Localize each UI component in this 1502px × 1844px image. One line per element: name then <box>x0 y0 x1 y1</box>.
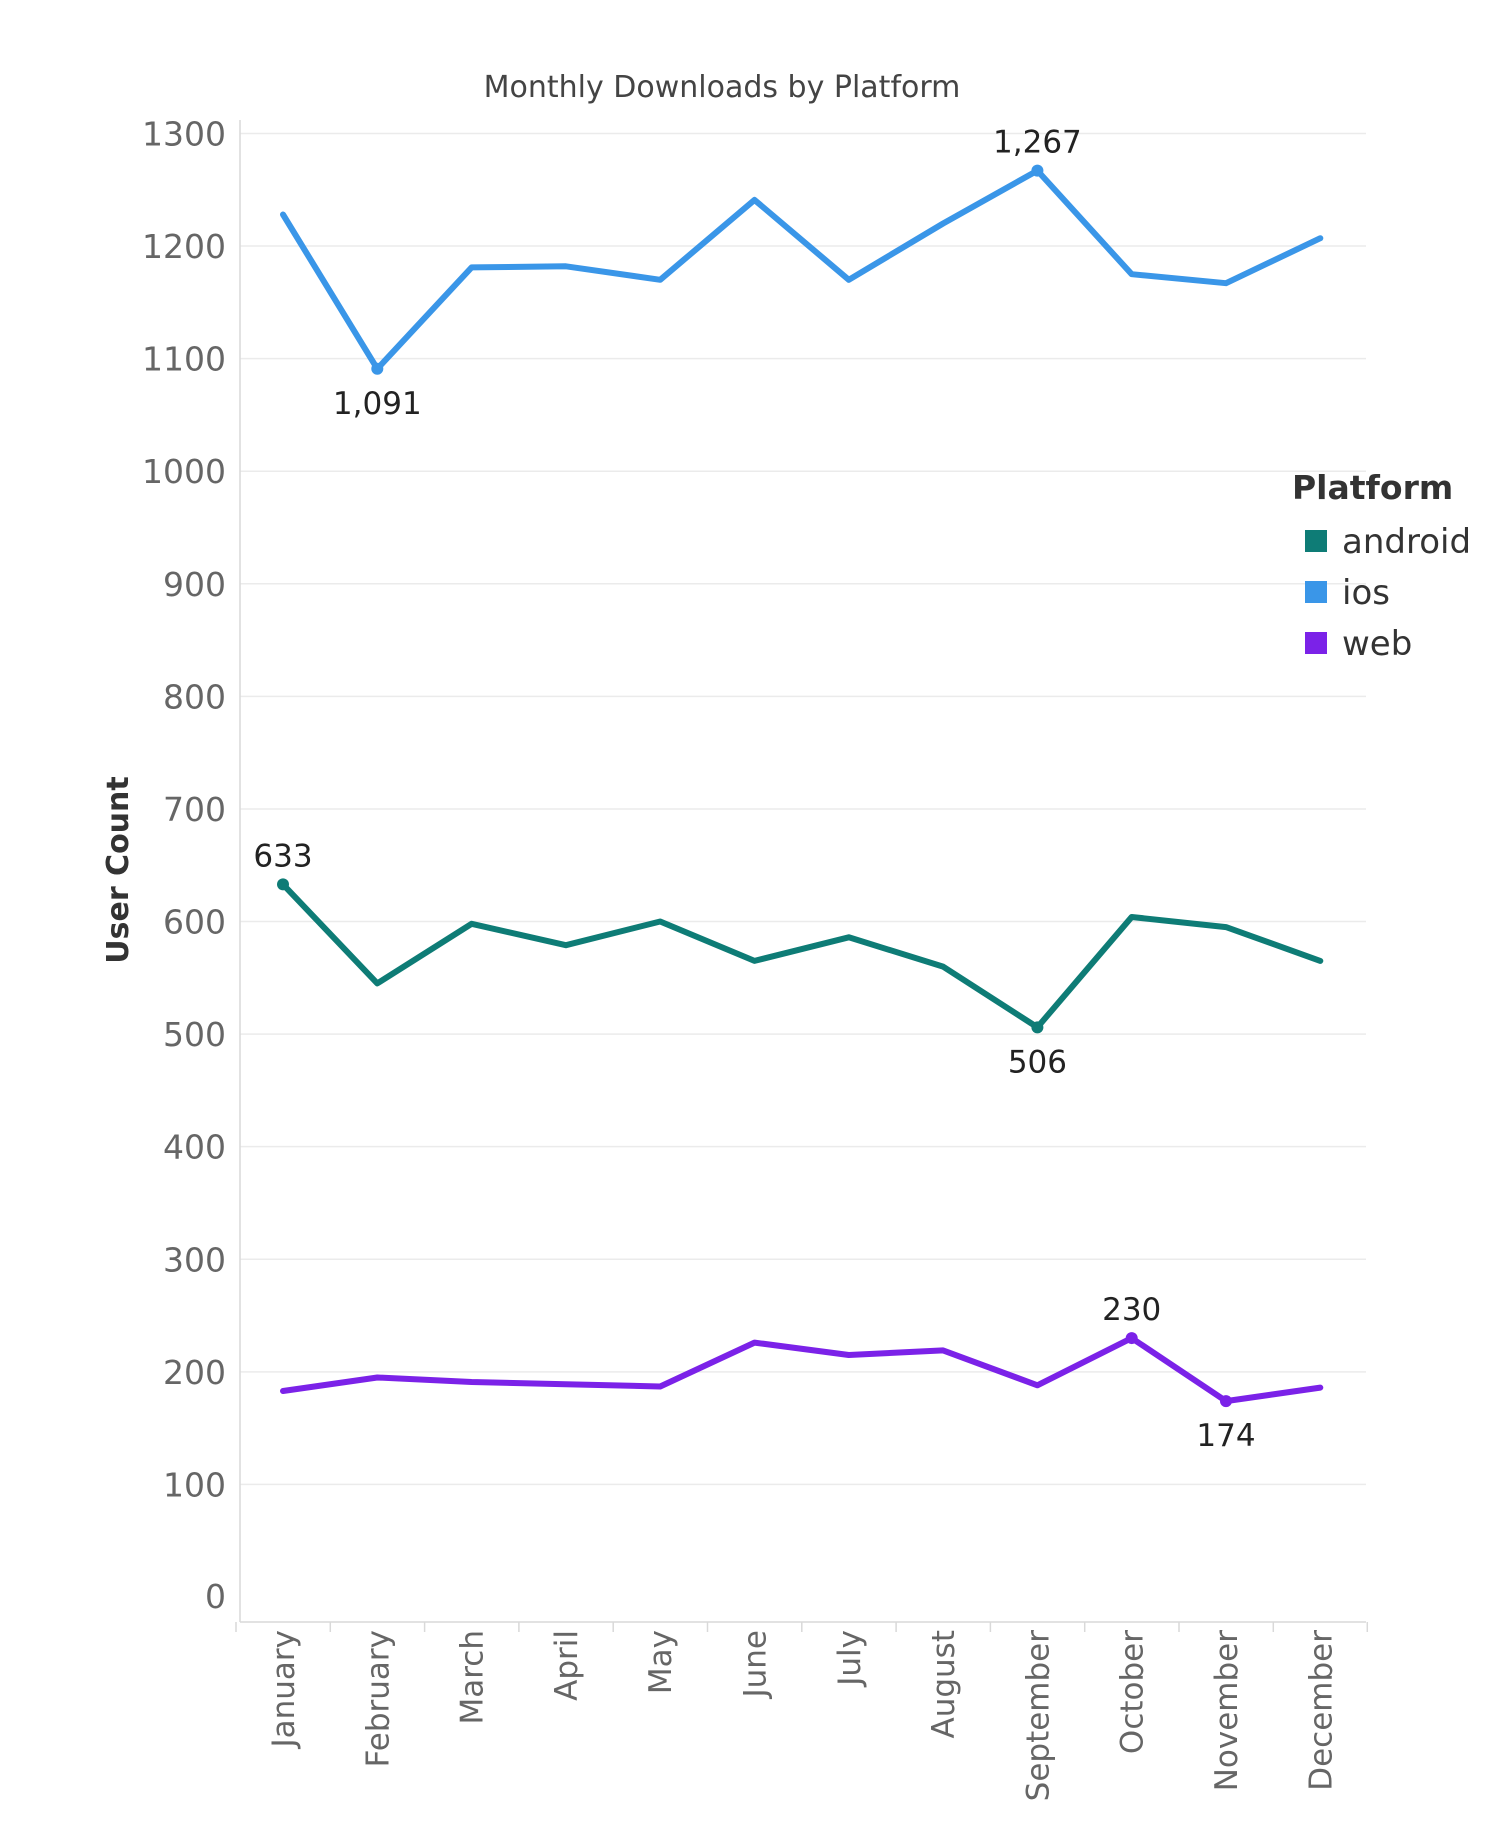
y-tick-label: 900 <box>163 565 226 604</box>
legend-label-android: android <box>1342 522 1471 562</box>
y-tick-label: 300 <box>163 1240 226 1279</box>
y-axis-title: User Count <box>101 776 136 964</box>
series-line-android <box>280 881 1324 1031</box>
data-label-ios-february: 1,091 <box>333 386 422 422</box>
series-line-web <box>280 1335 1324 1405</box>
y-tick-label: 800 <box>163 677 226 716</box>
data-label-ios-september: 1,267 <box>993 125 1082 161</box>
series-lines <box>280 167 1324 1405</box>
data-point-android-january <box>277 878 289 891</box>
x-tick-label-march: March <box>455 1630 491 1725</box>
legend-label-web: web <box>1342 624 1412 664</box>
data-labels: 1,091 1,267 633 506 230 174 <box>253 125 1255 1454</box>
data-label-web-november: 174 <box>1196 1418 1255 1454</box>
y-tick-label: 400 <box>163 1128 226 1167</box>
chart-title: Monthly Downloads by Platform <box>484 70 961 105</box>
y-tick-label: 700 <box>163 790 226 829</box>
legend-items: android ios web <box>1305 522 1471 664</box>
data-point-ios-february <box>371 362 384 375</box>
y-tick-label: 1000 <box>142 452 226 491</box>
x-tick-label-august: August <box>926 1630 962 1739</box>
x-tick-label-october: October <box>1115 1630 1151 1754</box>
y-tick-label: 600 <box>163 903 226 942</box>
x-tick-label-september: September <box>1020 1630 1056 1802</box>
gridlines <box>240 132 1366 1486</box>
legend: Platform android ios web <box>1292 468 1471 664</box>
data-point-android-september <box>1031 1021 1044 1034</box>
data-label-web-october: 230 <box>1102 1292 1161 1328</box>
axes: 0 100 200 300 400 500 600 700 800 900 1000 1100 1200… <box>142 114 1369 1802</box>
x-tick-label-july: July <box>832 1630 868 1688</box>
y-tick-label: 500 <box>163 1015 226 1054</box>
data-point-web-october <box>1125 1332 1138 1345</box>
legend-swatch-web <box>1305 632 1327 654</box>
x-tick-label-april: April <box>549 1630 585 1701</box>
data-point-web-november <box>1220 1395 1232 1408</box>
y-tick-label: 200 <box>163 1353 226 1392</box>
legend-title: Platform <box>1292 468 1453 507</box>
y-tick-label: 1300 <box>142 114 226 153</box>
x-tick-label-november: November <box>1209 1630 1245 1792</box>
data-point-ios-september <box>1031 164 1044 177</box>
x-tick-label-june: June <box>738 1630 774 1700</box>
legend-label-ios: ios <box>1342 573 1390 613</box>
data-label-android-january: 633 <box>253 838 312 874</box>
y-tick-label: 100 <box>163 1465 226 1504</box>
legend-swatch-ios <box>1305 581 1327 603</box>
y-tick-label: 0 <box>205 1577 226 1616</box>
x-tick-label-february: February <box>360 1630 396 1767</box>
legend-swatch-android <box>1305 530 1327 552</box>
x-tick-label-december: December <box>1303 1630 1339 1791</box>
data-label-android-september: 506 <box>1008 1044 1067 1080</box>
series-line-ios <box>280 167 1324 372</box>
x-tick-label-may: May <box>643 1630 679 1694</box>
y-tick-label: 1100 <box>142 340 226 379</box>
y-tick-label: 1200 <box>142 227 226 266</box>
x-tick-label-january: January <box>266 1630 302 1750</box>
